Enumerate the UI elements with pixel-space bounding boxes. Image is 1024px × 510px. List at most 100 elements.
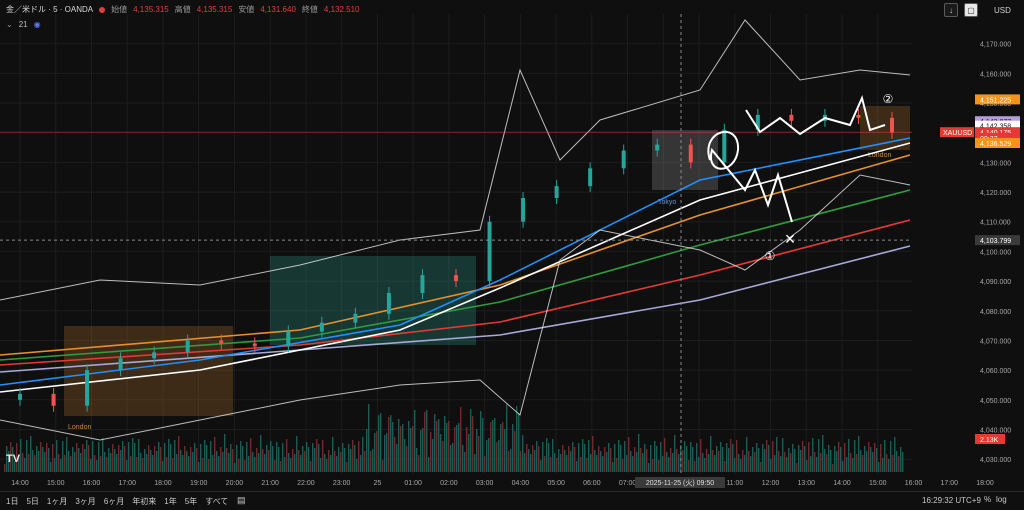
volume-bar [466, 427, 468, 472]
volume-bar [618, 440, 620, 472]
percent-button[interactable]: % [984, 495, 992, 504]
volume-bar [622, 459, 624, 472]
range-1m[interactable]: 1ヶ月 [46, 497, 68, 506]
symbol-tag [940, 127, 974, 138]
candle-body [185, 340, 190, 353]
volume-bar [490, 422, 492, 472]
range-1d[interactable]: 1日 [6, 497, 19, 506]
volume-bar [696, 443, 698, 472]
calendar-icon[interactable]: ▤ [237, 495, 246, 505]
volume-bar [234, 463, 236, 472]
open-label: 始値 [111, 5, 128, 14]
open-value: 4,135.315 [133, 5, 169, 14]
currency-selector[interactable]: USD [994, 5, 1011, 15]
volume-bar [736, 440, 738, 472]
range-1y[interactable]: 1年 [164, 497, 177, 506]
volume-bar [372, 449, 374, 472]
range-5d[interactable]: 5日 [26, 497, 39, 506]
range-3m[interactable]: 3ヶ月 [75, 497, 96, 506]
volume-bar [734, 458, 736, 472]
volume-bar [24, 458, 26, 472]
volume-bar [782, 438, 784, 472]
volume-bar [396, 444, 398, 472]
volume-bar [702, 453, 704, 472]
volume-bar [22, 453, 24, 472]
volume-bar [820, 453, 822, 472]
clock-display[interactable]: 16:29:32 UTC+9 [922, 496, 981, 505]
volume-bar [422, 428, 424, 472]
session-box [652, 130, 718, 190]
symbol-label[interactable]: 金／米ドル · 5 · OANDA [6, 5, 94, 14]
volume-bar [728, 448, 730, 472]
volume-bar [642, 453, 644, 472]
volume-bar [762, 444, 764, 472]
volume-bar [616, 458, 618, 472]
volume-bar [560, 454, 562, 472]
volume-bar [244, 460, 246, 472]
volume-bar [196, 448, 198, 472]
volume-bar [346, 462, 348, 472]
chevron-down-icon[interactable]: ⌄ [6, 20, 13, 29]
volume-bar [184, 446, 186, 472]
volume-bar [430, 432, 432, 472]
volume-tag-label: 2.13K [980, 437, 999, 444]
range-ytd[interactable]: 年初来 [132, 497, 157, 506]
bollinger-upper [0, 19, 911, 301]
volume-bar [568, 446, 570, 472]
volume-bar [482, 418, 484, 472]
volume-bar [242, 446, 244, 472]
eye-icon[interactable]: ◉ [33, 20, 41, 29]
volume-bar [132, 438, 134, 472]
volume-bar [812, 438, 814, 472]
volume-bar [336, 456, 338, 472]
volume-bar [450, 445, 452, 472]
volume-bar [600, 451, 602, 472]
volume-bar [636, 452, 638, 472]
volume-bar [10, 442, 12, 472]
volume-bar [668, 457, 670, 472]
volume-bar [554, 453, 556, 472]
maximize-icon[interactable]: ▢ [964, 3, 978, 17]
volume-bar [226, 448, 228, 472]
volume-bar [334, 451, 336, 472]
volume-bar [210, 441, 212, 472]
time-tick-label: 19:00 [190, 480, 208, 487]
tradingview-logo[interactable]: TV [6, 453, 21, 465]
time-tick-label: 13:00 [798, 480, 816, 487]
download-icon[interactable]: ↓ [944, 3, 958, 17]
cursor-time-label: 2025-11-25 (火) 09:50 [646, 479, 714, 487]
volume-bar [832, 464, 834, 472]
session-label: London [868, 152, 891, 159]
bottom-toolbar: 1日 5日 1ヶ月 3ヶ月 6ヶ月 年初来 1年 5年 すべて ▤ 16:29:… [0, 491, 1024, 510]
volume-bar [102, 438, 104, 472]
volume-bar [584, 444, 586, 472]
volume-bar [788, 448, 790, 472]
volume-bar [398, 419, 400, 472]
price-chart[interactable]: 4,170.0004,160.0004,150.0004,140.0004,13… [0, 0, 1024, 491]
range-6m[interactable]: 6ヶ月 [103, 497, 125, 506]
time-tick-label: 02:00 [440, 480, 458, 487]
candle-body [386, 292, 391, 314]
range-all[interactable]: すべて [205, 497, 229, 506]
price-tick-label: 4,110.000 [980, 220, 1011, 227]
volume-bar [276, 442, 278, 472]
volume-bar [818, 439, 820, 472]
time-tick-label: 04:00 [512, 480, 530, 487]
candle-body [454, 275, 458, 282]
indicator-row[interactable]: ⌄ 21 ◉ [6, 20, 41, 29]
volume-bar [282, 443, 284, 472]
volume-bar [434, 414, 436, 472]
price-tick-label: 4,090.000 [980, 279, 1011, 286]
volume-bar [328, 450, 330, 472]
volume-bar [902, 452, 904, 472]
volume-bar [892, 455, 894, 472]
volume-bar [218, 456, 220, 472]
time-tick-label: 07:00 [619, 480, 637, 487]
volume-bar [324, 454, 326, 472]
candle-body [353, 313, 358, 323]
range-5y[interactable]: 5年 [184, 497, 198, 506]
volume-bar [92, 441, 94, 472]
close-value: 4,132.510 [323, 5, 360, 14]
log-button[interactable]: log [996, 495, 1007, 504]
